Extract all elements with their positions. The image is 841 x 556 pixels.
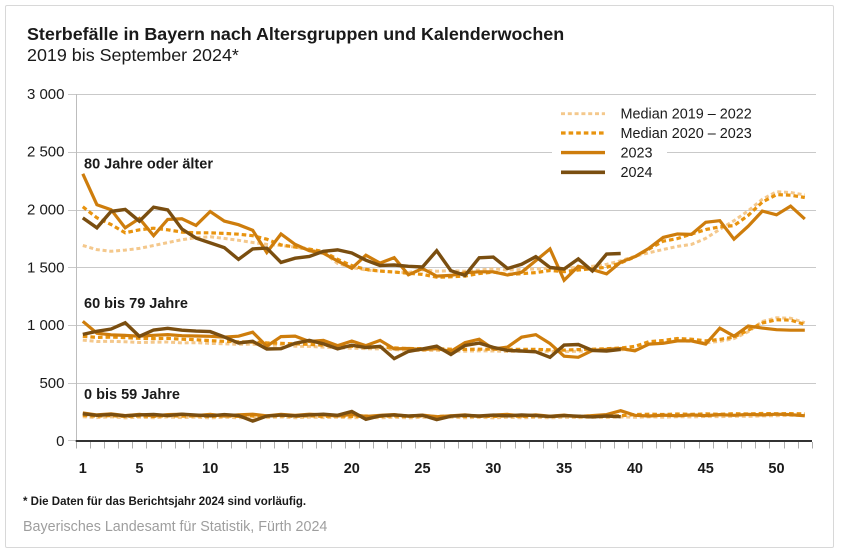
svg-text:1 500: 1 500 [27, 259, 65, 276]
svg-text:3 000: 3 000 [27, 86, 65, 103]
svg-text:2024: 2024 [621, 165, 653, 181]
svg-text:20: 20 [344, 461, 360, 477]
svg-text:30: 30 [485, 461, 501, 477]
svg-text:1: 1 [79, 461, 87, 477]
svg-text:0: 0 [56, 433, 64, 450]
svg-text:10: 10 [202, 461, 218, 477]
svg-text:2023: 2023 [621, 146, 653, 162]
svg-text:2 000: 2 000 [27, 202, 65, 219]
svg-text:15: 15 [273, 461, 289, 477]
svg-text:1 000: 1 000 [27, 317, 65, 334]
svg-text:60 bis 79 Jahre: 60 bis 79 Jahre [84, 296, 188, 312]
svg-text:45: 45 [698, 461, 714, 477]
svg-text:40: 40 [627, 461, 643, 477]
svg-text:5: 5 [135, 461, 143, 477]
svg-text:35: 35 [556, 461, 572, 477]
svg-text:Median 2019 – 2022: Median 2019 – 2022 [621, 107, 752, 123]
svg-text:500: 500 [39, 375, 64, 392]
svg-text:50: 50 [768, 461, 784, 477]
svg-text:25: 25 [414, 461, 430, 477]
svg-text:Median 2020 – 2023: Median 2020 – 2023 [621, 126, 752, 142]
svg-text:0 bis 59 Jahre: 0 bis 59 Jahre [84, 387, 180, 403]
svg-text:80 Jahre oder älter: 80 Jahre oder älter [84, 157, 213, 173]
svg-text:2 500: 2 500 [27, 144, 65, 161]
